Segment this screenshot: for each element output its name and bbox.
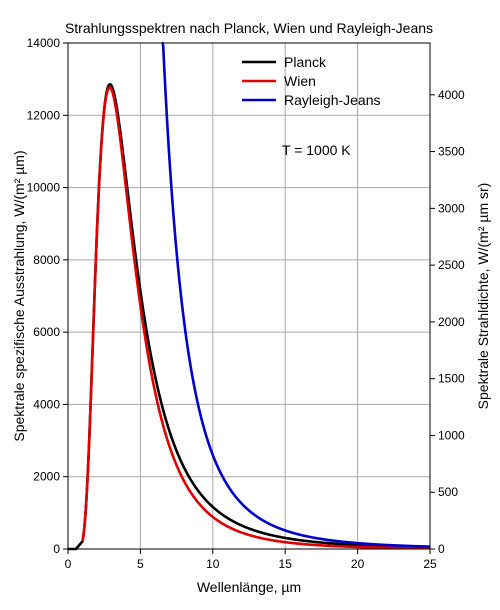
plot-lines [68, 41, 431, 551]
x-axis-label: Wellenlänge, µm [197, 579, 301, 595]
y-tick-label: 4000 [33, 397, 60, 411]
grid [68, 43, 430, 549]
y2-tick-label: 3000 [438, 201, 465, 215]
plot-frame [67, 42, 431, 550]
series-line-rayleigh-jeans [161, 41, 431, 548]
y2-tick-label: 4000 [438, 88, 465, 102]
y2-tick-label: 3500 [438, 145, 465, 159]
y2-tick-label: 1500 [438, 372, 465, 386]
x-tick-label: 15 [279, 557, 293, 571]
legend-label: Rayleigh-Jeans [284, 92, 381, 108]
y2-tick-label: 1000 [438, 428, 465, 442]
x-tick-label: 25 [423, 557, 437, 571]
y2-tick-label: 500 [438, 485, 458, 499]
x-tick-label: 0 [65, 557, 72, 571]
y2-axis-label: Spektrale Strahldichte, W/(m² µm sr) [475, 183, 491, 410]
temperature-annotation: T = 1000 K [282, 142, 351, 158]
series-line-planck [68, 82, 431, 551]
x-tick-label: 5 [137, 557, 144, 571]
y-tick-label: 0 [53, 542, 60, 556]
x-tick-label: 10 [206, 557, 220, 571]
series-line-wien [81, 86, 431, 550]
axis-ticks: 0 5 10 15 20 25020004000600080001000012000140… [27, 36, 465, 571]
y-tick-label: 14000 [27, 36, 61, 50]
y-tick-label: 10000 [27, 181, 61, 195]
y-tick-label: 8000 [33, 253, 60, 267]
y2-tick-label: 0 [438, 542, 445, 556]
y-tick-label: 6000 [33, 325, 60, 339]
y-axis-label: Spektrale spezifische Ausstrahlung, W/(m… [11, 150, 27, 441]
y-tick-label: 12000 [27, 108, 61, 122]
legend: Planck Wien Rayleigh-Jeans [242, 54, 381, 108]
x-tick-label: 20 [351, 557, 365, 571]
chart-title: Strahlungsspektren nach Planck, Wien und… [65, 20, 433, 36]
legend-label: Wien [284, 73, 316, 89]
legend-label: Planck [284, 54, 327, 70]
y-tick-label: 2000 [33, 470, 60, 484]
y2-tick-label: 2000 [438, 315, 465, 329]
y2-tick-label: 2500 [438, 258, 465, 272]
